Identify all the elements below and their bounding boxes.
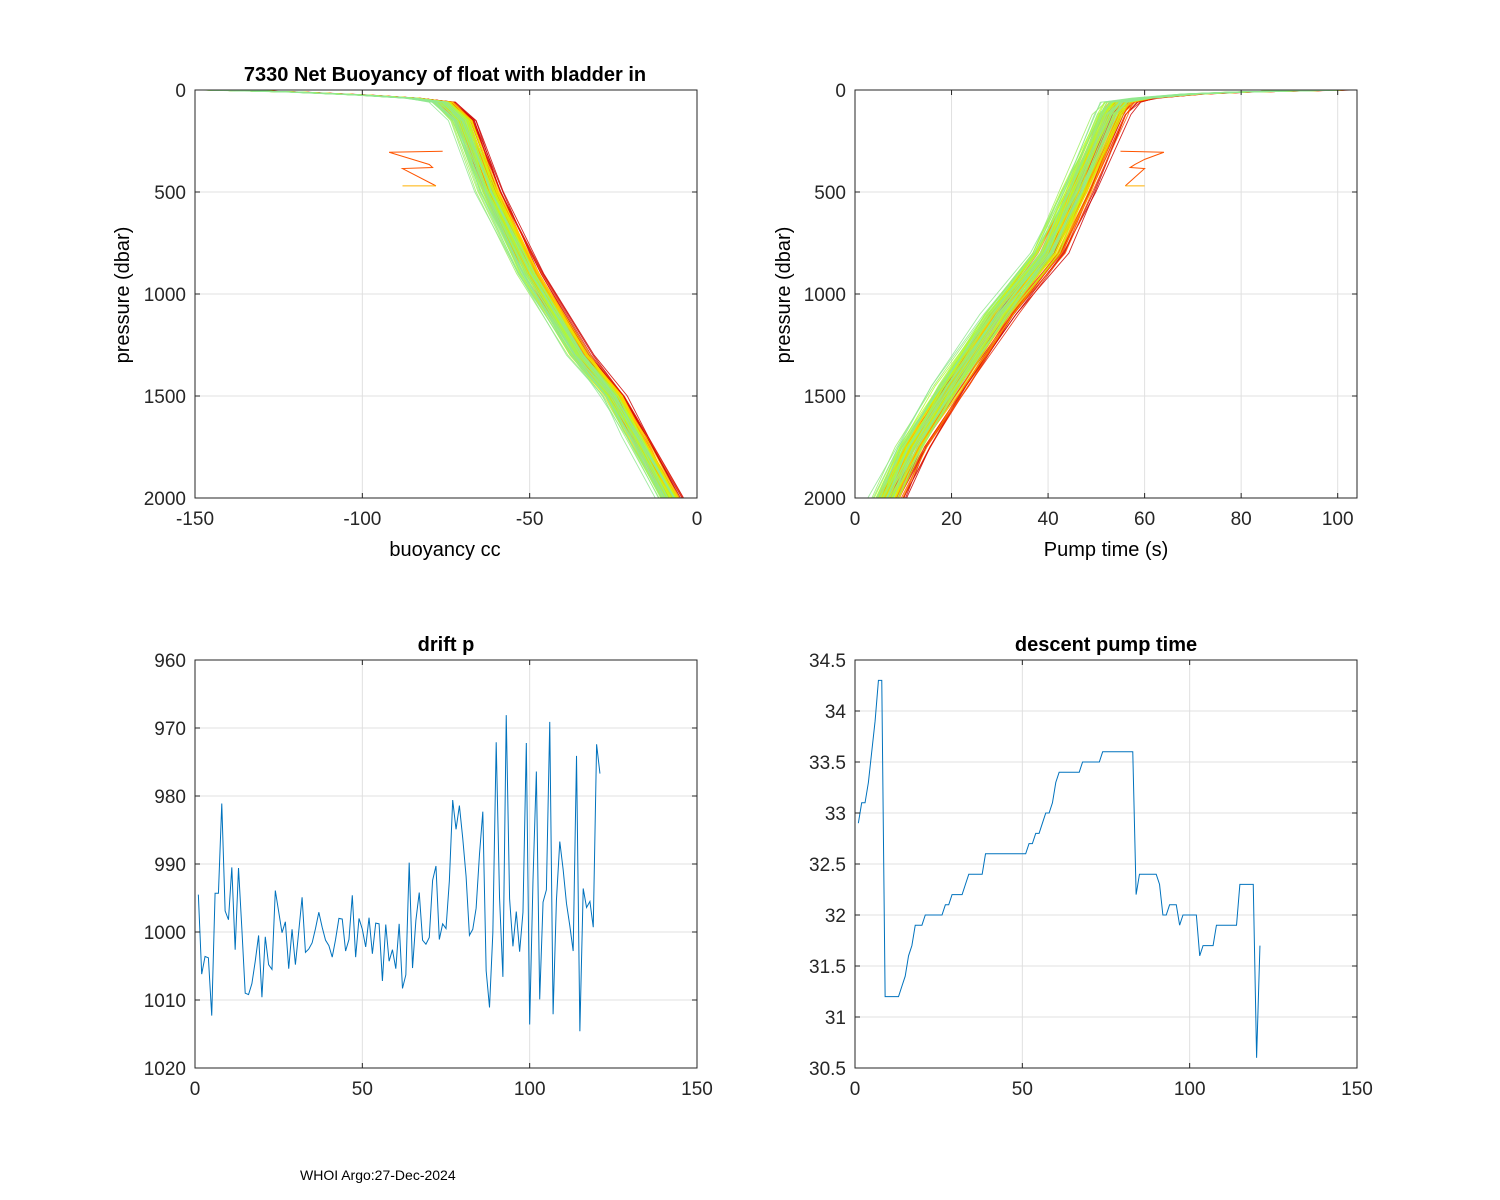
descentpump-x-tick-label: 50 (1012, 1079, 1033, 1100)
buoyancy-y-tick-label: 0 (175, 81, 186, 102)
drift-p-chart-title: drift p (418, 634, 475, 656)
pumptime-x-tick-label: 20 (941, 509, 962, 530)
descentpump-x-tick-label: 100 (1174, 1079, 1206, 1100)
buoyancy-anomaly-line (388, 150, 443, 187)
pump-time-x-axis-label: Pump time (s) (1044, 539, 1168, 561)
pumptime-y-tick-label: 2000 (804, 489, 846, 510)
driftp-y-tick-label: 970 (154, 719, 186, 740)
pumptime-y-tick-label: 500 (814, 183, 846, 204)
footer-credit: WHOI Argo:27-Dec-2024 (300, 1167, 456, 1183)
pumptime-x-tick-label: 40 (1038, 509, 1059, 530)
descentpump-y-tick-label: 32.5 (809, 855, 846, 876)
descent-pump-time-chart: descent pump time 0 50 100 150 30.5 31 31.5 32 3… (809, 634, 1373, 1100)
pump-time-y-axis-label: pressure (dbar) (773, 227, 795, 364)
descentpump-y-tick-label: 31 (825, 1008, 846, 1029)
descentpump-y-tick-label: 33.5 (809, 753, 846, 774)
pumptime-profile-line (889, 90, 1343, 498)
buoyancy-x-axis-label: buoyancy cc (389, 539, 500, 561)
descentpump-plot-area (857, 679, 1261, 1058)
driftp-y-tick-label: 1020 (144, 1059, 186, 1080)
buoyancy-y-axis-label: pressure (dbar) (112, 227, 134, 364)
descent-pump-time-chart-title: descent pump time (1015, 634, 1197, 656)
driftp-series-line (197, 715, 601, 1032)
driftp-x-tick-label: 0 (190, 1079, 201, 1100)
buoyancy-y-tick-label: 1000 (144, 285, 186, 306)
pumptime-x-tick-label: 100 (1322, 509, 1354, 530)
buoyancy-profile-line (206, 90, 665, 498)
descentpump-y-tick-label: 30.5 (809, 1059, 846, 1080)
buoyancy-plot-area (202, 90, 684, 498)
descentpump-y-tick-label: 34 (825, 702, 847, 723)
buoyancy-x-tick-label: 0 (692, 509, 703, 530)
buoyancy-profile-chart: 7330 Net Buoyancy of float with bladder … (112, 64, 702, 561)
driftp-x-tick-label: 100 (514, 1079, 546, 1100)
descentpump-y-tick-label: 31.5 (809, 957, 846, 978)
descentpump-series-line (857, 679, 1261, 1058)
buoyancy-x-tick-label: -50 (516, 509, 543, 530)
drift-pressure-chart: drift p 0 50 100 150 960 970 980 990 1000 1010 102… (144, 634, 713, 1100)
descentpump-y-tick-label: 32 (825, 906, 846, 927)
driftp-x-tick-label: 150 (681, 1079, 713, 1100)
driftp-x-tick-label: 50 (352, 1079, 373, 1100)
buoyancy-y-tick-label: 500 (154, 183, 186, 204)
pumptime-y-tick-label: 0 (835, 81, 846, 102)
driftp-plot-area (197, 715, 601, 1032)
pumptime-anomaly-line (1120, 150, 1165, 187)
pump-time-profile-chart: Pump time (s) pressure (dbar) 0 20 40 60 80 1… (773, 81, 1358, 561)
driftp-y-tick-label: 990 (154, 855, 186, 876)
descentpump-x-tick-label: 150 (1341, 1079, 1373, 1100)
descentpump-y-tick-label: 33 (825, 804, 846, 825)
buoyancy-y-tick-label: 1500 (144, 387, 186, 408)
driftp-y-tick-label: 960 (154, 651, 186, 672)
pumptime-x-tick-label: 0 (850, 509, 861, 530)
descentpump-x-tick-label: 0 (850, 1079, 861, 1100)
buoyancy-x-tick-label: -150 (176, 509, 214, 530)
driftp-y-tick-label: 980 (154, 787, 186, 808)
pumptime-x-tick-label: 80 (1231, 509, 1252, 530)
pumptime-profile-line (875, 90, 1332, 498)
pumptime-x-tick-label: 60 (1134, 509, 1155, 530)
buoyancy-y-tick-label: 2000 (144, 489, 186, 510)
buoyancy-x-tick-label: -100 (343, 509, 381, 530)
pumptime-y-tick-label: 1500 (804, 387, 846, 408)
buoyancy-chart-title: 7330 Net Buoyancy of float with bladder … (244, 64, 646, 86)
descentpump-y-tick-label: 34.5 (809, 651, 846, 672)
pumptime-y-tick-label: 1000 (804, 285, 846, 306)
driftp-y-tick-label: 1010 (144, 991, 186, 1012)
driftp-y-tick-label: 1000 (144, 923, 186, 944)
pumptime-plot-area (867, 90, 1351, 498)
